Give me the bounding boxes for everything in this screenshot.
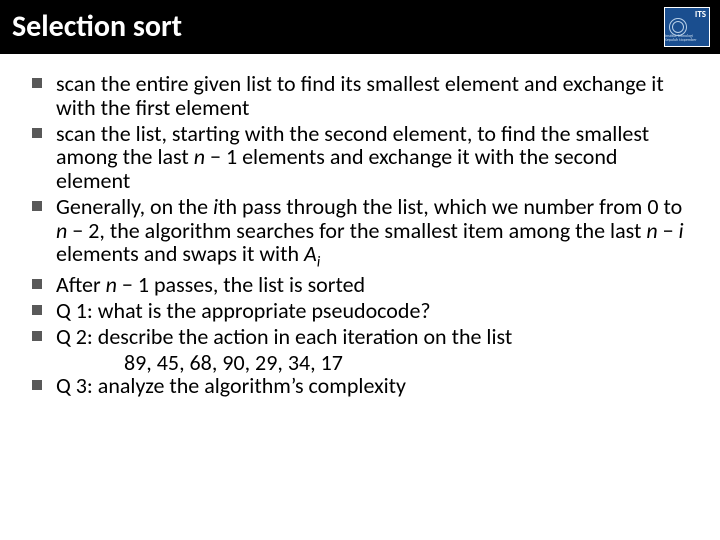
bullet-item: Q 1: what is the appropriate pseudocode? — [28, 299, 692, 323]
text-run: elements and swaps it with — [56, 240, 304, 267]
logo-brand-text: ITS — [695, 10, 706, 19]
text-run: − 1 passes, the list is sorted — [117, 271, 365, 298]
text-run: n — [106, 271, 117, 298]
text-run: Q 3: analyze the algorithm’s complexity — [56, 372, 406, 399]
text-run: i — [317, 253, 321, 272]
text-run: i — [679, 217, 684, 244]
bullet-item: scan the entire given list to find its s… — [28, 72, 692, 120]
bullet-item: Q 2: describe the action in each iterati… — [28, 325, 692, 349]
logo-subtext: Institut Teknologi Sepuluh Nopember — [665, 35, 706, 43]
text-run: n — [194, 143, 205, 170]
slide: Selection sort ITS Institut Teknologi Se… — [0, 0, 720, 540]
text-run: A — [304, 240, 317, 267]
text-run: − — [658, 217, 679, 244]
text-run: n — [646, 217, 657, 244]
text-run: Q 2: describe the action in each iterati… — [56, 323, 512, 350]
bullet-item: After n − 1 passes, the list is sorted — [28, 273, 692, 297]
bullet-item: scan the list, starting with the second … — [28, 122, 692, 193]
text-run: Q 1: what is the appropriate pseudocode? — [56, 297, 431, 324]
text-run: After — [56, 271, 106, 298]
bullet-sub-line: 89, 45, 68, 90, 29, 34, 17 — [28, 351, 692, 375]
bullet-list: scan the entire given list to find its s… — [28, 72, 692, 398]
slide-title: Selection sort — [12, 12, 182, 42]
bullet-item: Q 3: analyze the algorithm’s complexity — [28, 374, 692, 398]
slide-body: scan the entire given list to find its s… — [0, 54, 720, 398]
its-logo: ITS Institut Teknologi Sepuluh Nopember — [664, 7, 710, 47]
bullet-item: Generally, on the ith pass through the l… — [28, 195, 692, 272]
text-run: scan the entire given list to find its s… — [56, 70, 664, 121]
title-bar: Selection sort ITS Institut Teknologi Se… — [0, 0, 720, 54]
